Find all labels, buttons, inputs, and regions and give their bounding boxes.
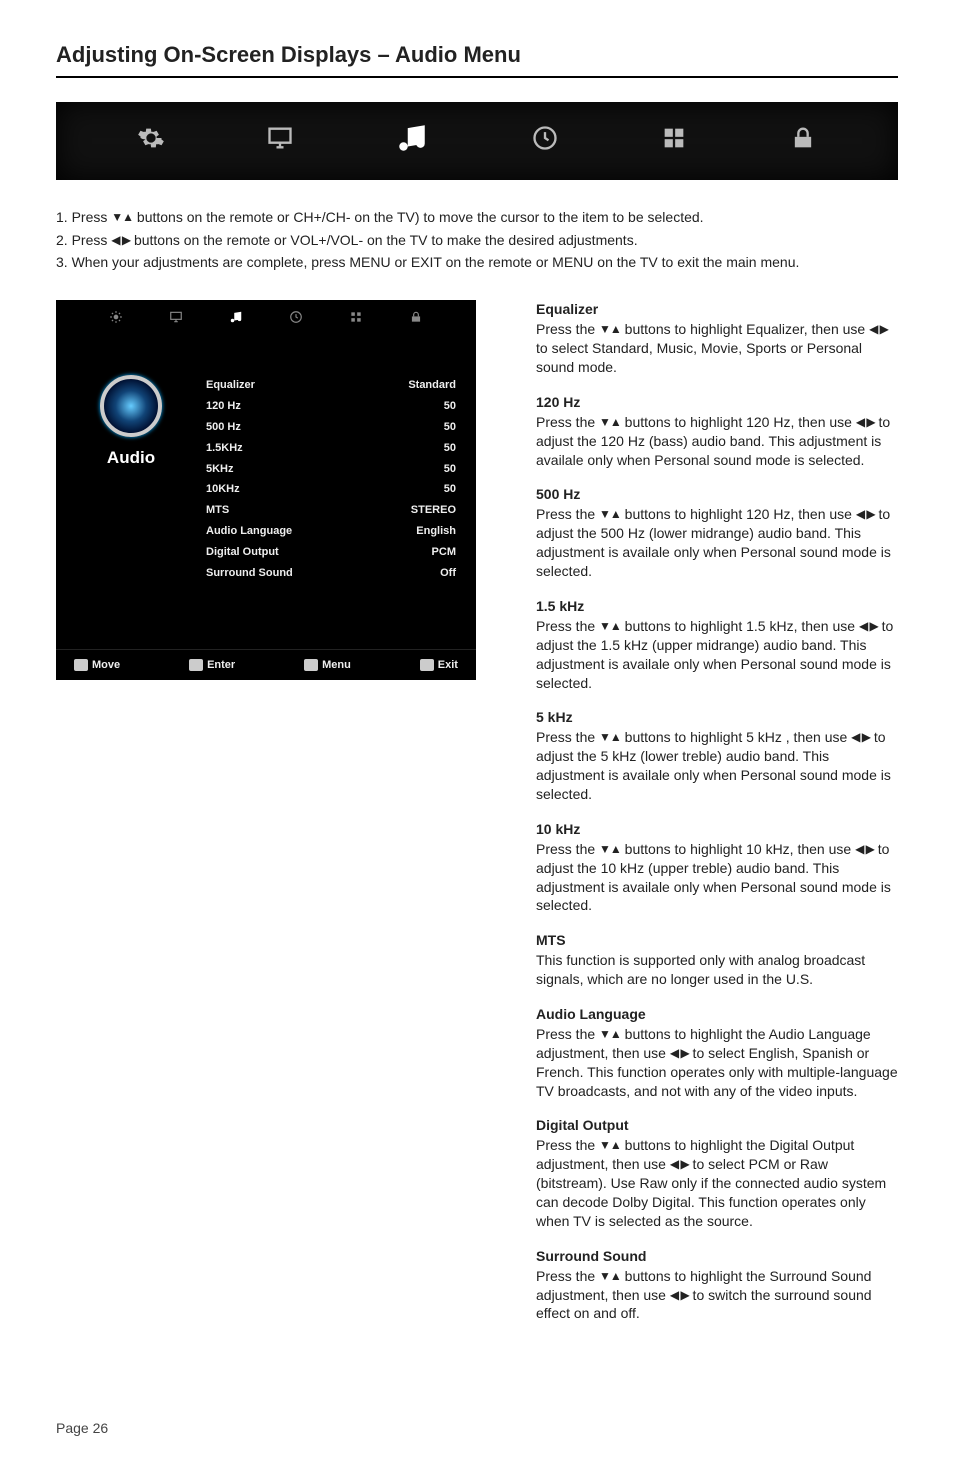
osd-row: Surround SoundOff [206,563,456,584]
description-block: 10 kHzPress the ▼▲ buttons to highlight … [536,820,898,915]
lock-icon [789,124,817,157]
footer-move: Move [74,658,120,673]
topbar-screenshot [56,102,898,180]
clock-icon [289,310,303,329]
description-block: 500 HzPress the ▼▲ buttons to highlight … [536,485,898,580]
instruction-item: 2. Press ◀ ▶ buttons on the remote or VO… [56,231,898,250]
osd-row: 120 Hz50 [206,396,456,417]
osd-sidebar-label: Audio [76,447,186,470]
speaker-icon [100,375,162,437]
footer-exit: Exit [420,658,458,673]
page-number: Page 26 [56,1419,898,1438]
footer-enter: Enter [189,658,235,673]
osd-row: 1.5KHz50 [206,438,456,459]
grid-icon [349,310,363,329]
description-block: 1.5 kHzPress the ▼▲ buttons to highlight… [536,597,898,692]
osd-row: EqualizerStandard [206,375,456,396]
osd-table: EqualizerStandard120 Hz50500 Hz501.5KHz5… [206,375,456,648]
osd-row: 5KHz50 [206,459,456,480]
monitor-icon [169,310,183,329]
clock-icon [531,124,559,157]
music-icon [395,121,429,160]
description-block: 120 HzPress the ▼▲ buttons to highlight … [536,393,898,470]
osd-row: Digital OutputPCM [206,542,456,563]
instructions-list: 1. Press ▼▲ buttons on the remote or CH+… [56,208,898,273]
instruction-item: 1. Press ▼▲ buttons on the remote or CH+… [56,208,898,227]
monitor-icon [266,124,294,157]
instruction-item: 3. When your adjustments are complete, p… [56,253,898,272]
description-block: 5 kHzPress the ▼▲ buttons to highlight 5… [536,708,898,803]
osd-row: 500 Hz50 [206,417,456,438]
lock-icon [409,310,423,329]
osd-screenshot: Audio EqualizerStandard120 Hz50500 Hz501… [56,300,476,680]
osd-row: Audio LanguageEnglish [206,521,456,542]
description-block: EqualizerPress the ▼▲ buttons to highlig… [536,300,898,377]
description-block: MTSThis function is supported only with … [536,931,898,989]
page-title: Adjusting On-Screen Displays – Audio Men… [56,40,898,78]
osd-row: 10KHz50 [206,479,456,500]
gear-icon [109,310,123,329]
description-block: Digital OutputPress the ▼▲ buttons to hi… [536,1116,898,1230]
descriptions-column: EqualizerPress the ▼▲ buttons to highlig… [536,300,898,1339]
music-icon [229,310,243,329]
grid-icon [660,124,688,157]
description-block: Surround SoundPress the ▼▲ buttons to hi… [536,1247,898,1324]
gear-icon [137,124,165,157]
osd-row: MTSSTEREO [206,500,456,521]
description-block: Audio LanguagePress the ▼▲ buttons to hi… [536,1005,898,1100]
footer-menu: Menu [304,658,351,673]
